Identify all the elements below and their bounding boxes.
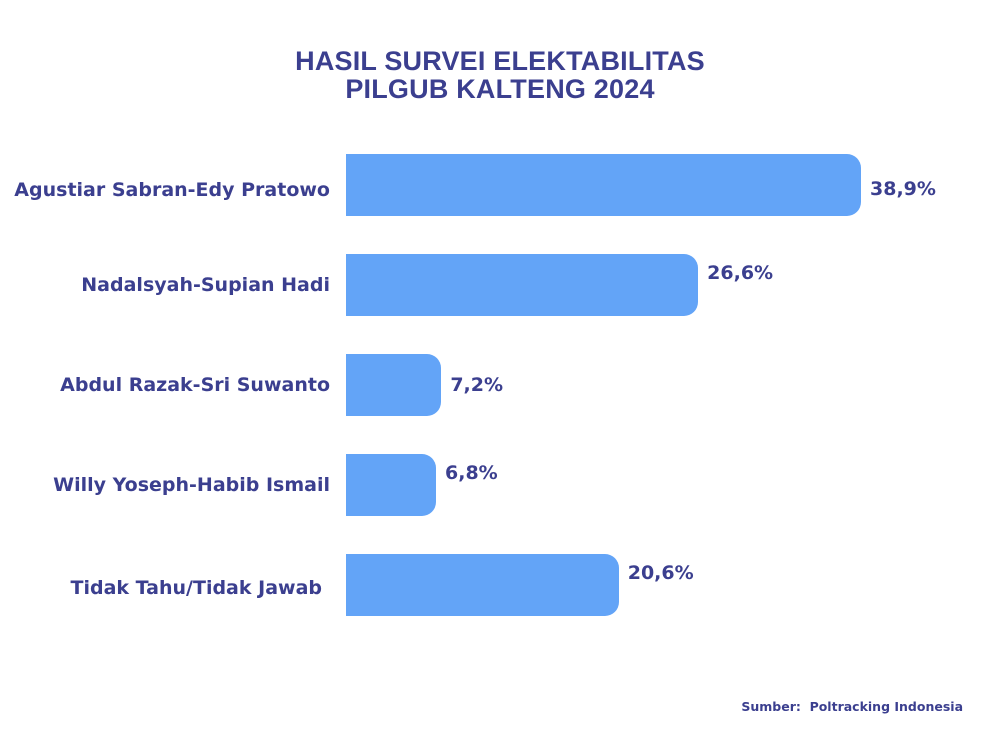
category-label: Willy Yoseph-Habib Ismail bbox=[53, 474, 330, 496]
value-label: 38,9% bbox=[870, 178, 936, 200]
source-note: Sumber: Poltracking Indonesia bbox=[741, 699, 963, 714]
value-label: 20,6% bbox=[627, 562, 694, 584]
category-label: Agustiar Sabran-Edy Pratowo bbox=[14, 179, 330, 201]
value-label: 6,8% bbox=[445, 462, 498, 484]
chart-title-line-1: HASIL SURVEI ELEKTABILITAS bbox=[295, 46, 705, 76]
chart-title-line-2: PILGUB KALTENG 2024 bbox=[345, 74, 655, 104]
bar bbox=[346, 154, 861, 216]
bar bbox=[346, 254, 699, 316]
bar bbox=[346, 354, 442, 416]
bar bbox=[346, 454, 437, 516]
category-label: Abdul Razak-Sri Suwanto bbox=[60, 374, 330, 396]
category-label: Tidak Tahu/Tidak Jawab bbox=[70, 577, 322, 599]
value-label: 7,2% bbox=[450, 374, 504, 396]
category-label: Nadalsyah-Supian Hadi bbox=[81, 274, 330, 296]
bar bbox=[346, 554, 619, 616]
value-label: 26,6% bbox=[707, 262, 774, 284]
